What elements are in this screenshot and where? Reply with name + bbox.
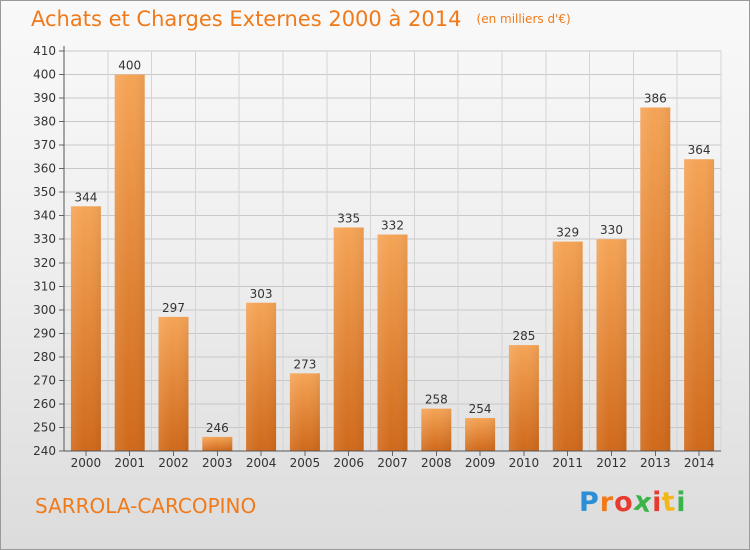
y-tick-label: 290: [33, 326, 56, 340]
bar-2006: 335: [333, 211, 364, 451]
bar-value-label: 254: [469, 402, 492, 416]
bar-2003: 246: [202, 421, 233, 451]
x-tick-label: 2008: [421, 456, 452, 470]
x-tick-label: 2004: [246, 456, 277, 470]
y-tick-label: 300: [33, 303, 56, 317]
bar-2008: 258: [421, 393, 452, 451]
y-tick-label: 330: [33, 232, 56, 246]
bar-2009: 254: [465, 402, 496, 451]
logo-letter: i: [652, 487, 663, 518]
x-tick-label: 2013: [640, 456, 671, 470]
bar-shine: [596, 239, 627, 451]
logo-letter: i: [676, 487, 687, 518]
chart-unit-text: (en milliers d'€): [476, 12, 571, 26]
bar-shine: [158, 316, 189, 451]
y-tick-label: 350: [33, 185, 56, 199]
y-tick-label: 400: [33, 68, 56, 82]
y-tick-label: 250: [33, 420, 56, 434]
axes: 240 250 260 270 280 290 300 310 320 330 340 350 360 3…: [33, 44, 721, 470]
x-tick-label: 2006: [333, 456, 364, 470]
bar-value-label: 386: [644, 91, 667, 105]
bar-2005: 273: [289, 357, 320, 451]
x-tick-label: 2005: [290, 456, 321, 470]
bar-value-label: 344: [74, 190, 97, 204]
bar-2014: 364: [684, 143, 715, 451]
logo-letter: r: [599, 487, 615, 518]
bar-value-label: 335: [337, 211, 360, 225]
chart-title: Achats et Charges Externes 2000 à 2014 (…: [31, 7, 571, 31]
bar-value-label: 364: [688, 143, 711, 157]
x-tick-label: 2009: [465, 456, 496, 470]
bar-shine: [333, 227, 364, 451]
bar-shine: [246, 302, 277, 451]
bar-2011: 329: [552, 226, 583, 451]
bar-value-label: 258: [425, 393, 448, 407]
x-tick-label: 2002: [158, 456, 189, 470]
logo-letter: P: [579, 487, 600, 518]
x-tick-label: 2001: [114, 456, 145, 470]
y-tick-label: 320: [33, 256, 56, 270]
y-tick-label: 280: [33, 350, 56, 364]
bar-shine: [640, 107, 671, 452]
x-tick-label: 2003: [202, 456, 233, 470]
x-tick-label: 2000: [71, 456, 102, 470]
y-tick-label: 240: [33, 444, 56, 458]
y-tick-label: 360: [33, 162, 56, 176]
bar-value-label: 332: [381, 219, 404, 233]
bar-2002: 297: [158, 301, 189, 451]
y-tick-label: 380: [33, 115, 56, 129]
bar-shine: [465, 418, 496, 451]
y-tick-label: 370: [33, 138, 56, 152]
x-tick-label: 2012: [596, 456, 627, 470]
bar-shine: [289, 373, 320, 451]
bar-value-label: 330: [600, 223, 623, 237]
bar-shine: [508, 345, 539, 451]
bar-2004: 303: [246, 287, 277, 451]
bar-shine: [70, 206, 101, 451]
bar-shine: [202, 436, 233, 451]
y-tick-label: 410: [33, 44, 56, 58]
bar-2007: 332: [377, 219, 408, 451]
y-tick-label: 390: [33, 91, 56, 105]
bar-2010: 285: [508, 329, 539, 451]
bar-shine: [421, 408, 452, 451]
x-tick-label: 2011: [552, 456, 583, 470]
x-tick-label: 2010: [509, 456, 540, 470]
y-tick-label: 260: [33, 397, 56, 411]
proxiti-logo[interactable]: Proxiti: [579, 486, 687, 520]
bar-shine: [684, 159, 715, 451]
chart-title-text: Achats et Charges Externes 2000 à 2014: [31, 7, 462, 31]
bar-2001: 400: [114, 59, 145, 451]
bar-value-label: 273: [293, 357, 316, 371]
bar-shine: [552, 241, 583, 451]
bar-value-label: 297: [162, 301, 185, 315]
bar-value-label: 285: [512, 329, 535, 343]
y-tick-label: 310: [33, 279, 56, 293]
bars: 344 400 297 246 303 273 335 332 258 254 285 329 330 3…: [70, 59, 715, 452]
bar-shine: [377, 234, 408, 451]
city-name: SARROLA-CARCOPINO: [35, 494, 257, 518]
bar-value-label: 400: [118, 59, 141, 73]
bar-shine: [114, 74, 145, 451]
x-tick-label: 2007: [377, 456, 408, 470]
bar-2012: 330: [596, 223, 627, 451]
bar-2013: 386: [640, 91, 671, 452]
bar-2000: 344: [70, 190, 101, 451]
y-tick-label: 270: [33, 373, 56, 387]
bar-value-label: 303: [250, 287, 273, 301]
x-tick-label: 2014: [684, 456, 715, 470]
bar-value-label: 329: [556, 226, 579, 240]
bar-value-label: 246: [206, 421, 229, 435]
y-tick-label: 340: [33, 209, 56, 223]
